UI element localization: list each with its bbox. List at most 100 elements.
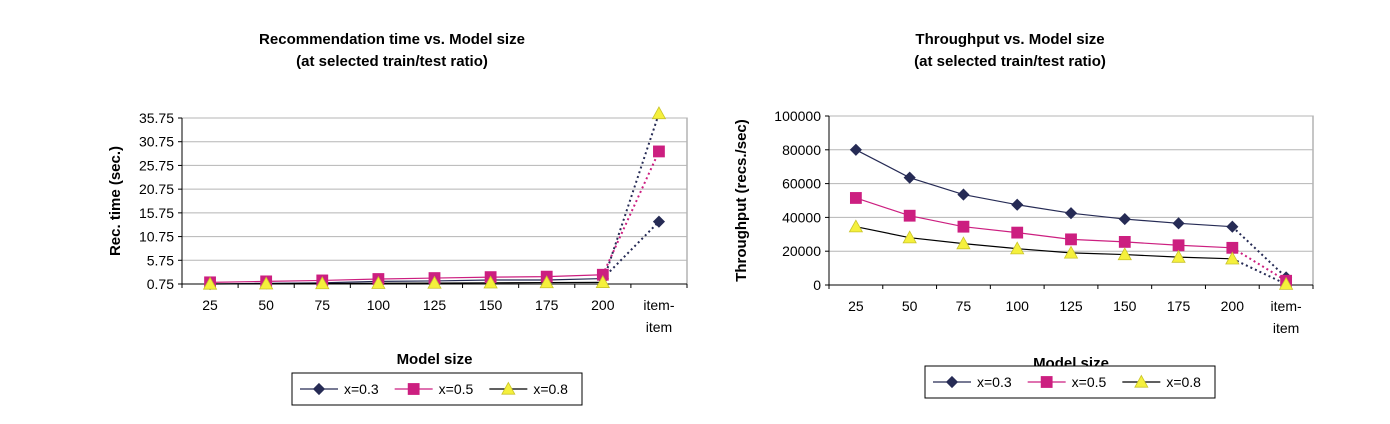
x-tick-label: 150 [1113, 298, 1137, 314]
plot-area [828, 115, 1314, 286]
y-tick-label: 15.75 [139, 205, 174, 221]
data-point [1118, 213, 1131, 226]
data-point [1225, 251, 1240, 265]
legend-marker [312, 382, 326, 396]
legend-label: x=0.8 [533, 381, 568, 397]
data-point [1063, 245, 1079, 259]
chart-subtitle: (at selected train/test ratio) [914, 53, 1106, 70]
data-point [315, 276, 330, 290]
data-point [1064, 207, 1078, 220]
y-tick-label: 40000 [782, 209, 821, 225]
x-tick-label: 100 [367, 297, 391, 313]
series-line [210, 281, 603, 285]
x-tick-label: 150 [479, 297, 503, 313]
x-tick-label: 25 [202, 297, 218, 313]
y-tick-label: 5.75 [147, 252, 174, 268]
data-point [651, 106, 667, 120]
x-tick-label: 175 [1167, 298, 1191, 314]
x-tick-label: 125 [1059, 298, 1083, 314]
chart-1: Recommendation time vs. Model size (at se… [107, 31, 688, 406]
x-tick-label: 175 [535, 297, 559, 313]
data-point [1117, 247, 1132, 261]
x-tick-label: 75 [314, 297, 330, 313]
series-line-dashed [602, 220, 660, 280]
legend-marker [1134, 374, 1149, 388]
data-point [1010, 241, 1025, 255]
y-tick-label: 10.75 [139, 229, 174, 245]
legend-marker [501, 381, 516, 395]
data-point [957, 188, 970, 201]
data-point [1065, 233, 1077, 246]
x-tick-label: 200 [1221, 298, 1245, 314]
series-line [855, 226, 1233, 260]
legend-label: x=0.3 [977, 374, 1012, 390]
y-axis-label: Throughput (recs./sec) [733, 119, 750, 282]
data-point [258, 276, 274, 290]
data-point [1172, 217, 1185, 230]
x-tick-label: item-item [643, 297, 674, 335]
data-point [848, 219, 864, 233]
data-point [956, 236, 971, 250]
legend-marker [407, 383, 420, 395]
y-tick-label: 80000 [782, 142, 821, 158]
legend-label: x=0.5 [439, 381, 474, 397]
data-point [902, 230, 917, 244]
x-tick-label: 75 [956, 298, 972, 314]
series-line-dashed [1231, 225, 1287, 279]
y-tick-label: 60000 [782, 176, 821, 192]
data-point [957, 220, 970, 233]
y-tick-label: 20000 [782, 243, 821, 259]
x-tick-label: 25 [848, 298, 864, 314]
y-tick-label: 100000 [774, 108, 821, 124]
chart-title: Throughput vs. Model size [915, 31, 1104, 48]
plot-area [181, 117, 688, 285]
series-line-dashed [1231, 246, 1287, 282]
legend-label: x=0.5 [1072, 374, 1107, 390]
legend [291, 372, 583, 406]
data-point [903, 171, 916, 184]
data-point [202, 276, 218, 290]
data-point [1171, 249, 1186, 263]
series-line [855, 197, 1233, 249]
series-line [210, 274, 603, 283]
data-point [652, 215, 666, 228]
x-tick-label: 50 [902, 298, 918, 314]
y-axis-label: Rec. time (sec.) [107, 146, 124, 256]
data-point [595, 275, 611, 288]
chart-title: Recommendation time vs. Model size [259, 31, 525, 48]
data-point [483, 275, 498, 289]
data-point [539, 275, 554, 289]
chart-2: Throughput vs. Model size (at selected tr… [733, 31, 1314, 399]
y-tick-label: 30.75 [139, 134, 174, 150]
x-axis-label: Model size [397, 351, 473, 368]
y-tick-label: 0 [813, 277, 821, 293]
data-point [849, 192, 862, 204]
chart-subtitle: (at selected train/test ratio) [296, 53, 488, 70]
x-tick-label: item-item [1271, 298, 1302, 336]
data-point [427, 275, 442, 289]
data-point [371, 275, 386, 289]
series-line [855, 149, 1233, 228]
x-tick-label: 100 [1006, 298, 1030, 314]
legend-label: x=0.3 [344, 381, 379, 397]
x-tick-label: 125 [423, 297, 447, 313]
x-tick-label: 50 [258, 297, 274, 313]
data-point [849, 143, 862, 156]
x-tick-label: 200 [591, 297, 615, 313]
data-point [903, 209, 916, 222]
y-tick-label: 0.75 [147, 276, 174, 292]
data-point [1118, 236, 1131, 248]
data-point [1278, 276, 1294, 290]
legend-marker [1040, 376, 1053, 388]
legend-marker [945, 375, 959, 389]
data-point [1011, 198, 1024, 211]
y-tick-label: 20.75 [139, 181, 174, 197]
data-point [653, 145, 665, 158]
y-tick-label: 35.75 [139, 110, 174, 126]
y-tick-label: 25.75 [139, 157, 174, 173]
data-point [1011, 226, 1024, 239]
legend [924, 365, 1216, 399]
legend-label: x=0.8 [1166, 374, 1201, 390]
data-point [1172, 239, 1185, 252]
